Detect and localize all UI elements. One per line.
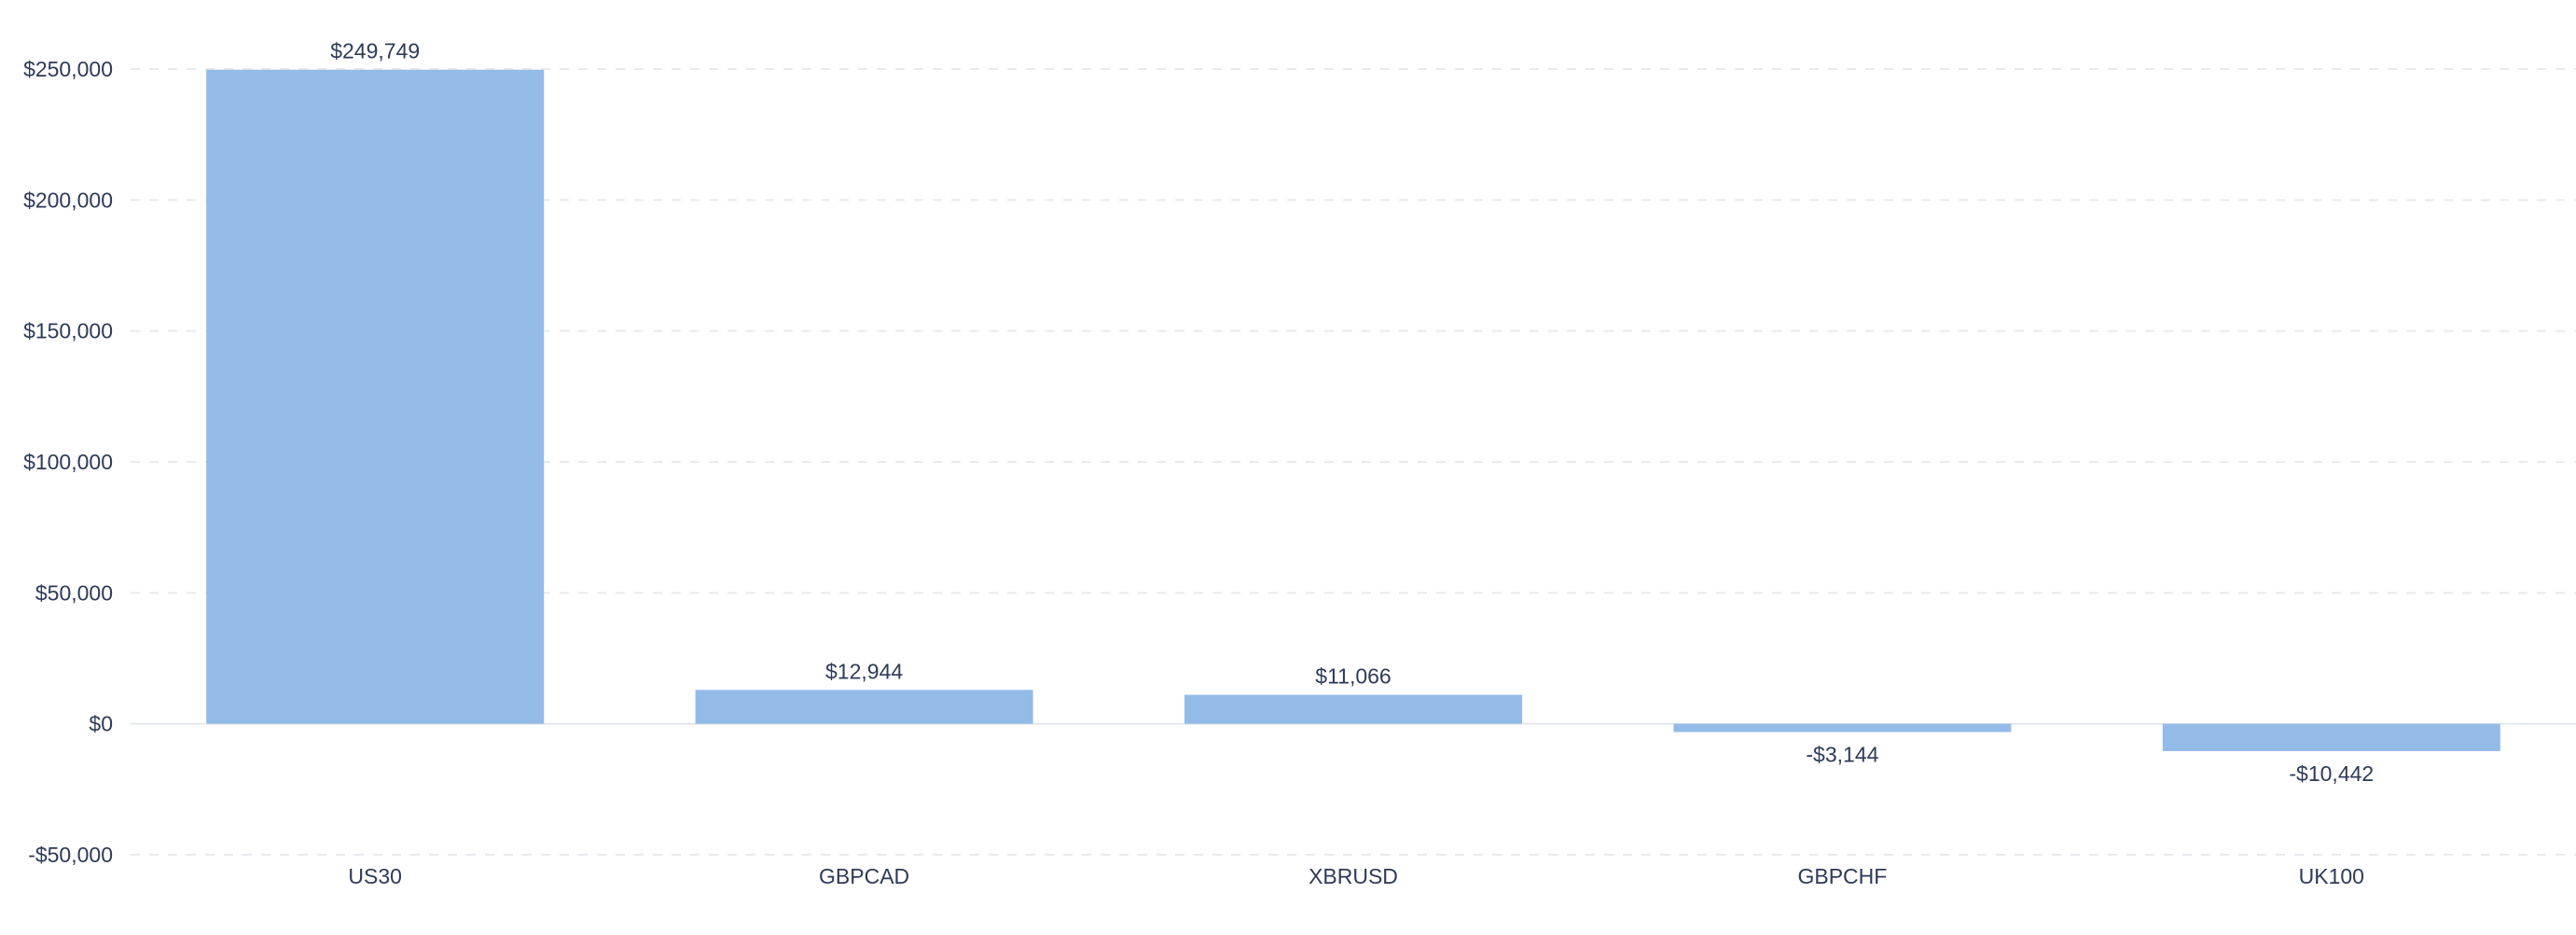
bar-layer [206, 69, 2500, 751]
bar-gbpcad[interactable] [695, 690, 1033, 724]
bar-gbpchf[interactable] [1673, 723, 2012, 733]
bar-uk100[interactable] [2162, 723, 2500, 751]
x-tick-label: GBPCAD [819, 864, 909, 888]
data-label: $11,066 [1315, 664, 1391, 689]
y-axis: -$50,000 $0 $50,000 $100,000 $150,000 $200,00… [23, 57, 113, 867]
y-tick-label: $100,000 [23, 450, 113, 474]
data-label: $12,944 [825, 659, 903, 683]
data-label: -$3,144 [1806, 742, 1878, 766]
data-label: $249,749 [330, 39, 420, 63]
bar-us30[interactable] [206, 69, 545, 724]
x-tick-label: XBRUSD [1309, 864, 1398, 888]
y-tick-label: -$50,000 [28, 843, 113, 867]
bar-xbrusd[interactable] [1184, 694, 1522, 724]
y-tick-label: $150,000 [23, 319, 113, 343]
data-labels: $249,749 $12,944 $11,066 -$3,144 -$10,442 [330, 39, 2374, 786]
data-label: -$10,442 [2289, 761, 2374, 786]
y-tick-label: $0 [89, 712, 113, 736]
x-tick-label: UK100 [2299, 864, 2364, 888]
y-tick-label: $250,000 [23, 57, 113, 81]
x-tick-label: US30 [348, 864, 402, 888]
y-tick-label: $50,000 [35, 580, 113, 605]
x-axis: US30 GBPCAD XBRUSD GBPCHF UK100 [348, 864, 2364, 888]
x-tick-label: GBPCHF [1797, 864, 1887, 888]
y-tick-label: $200,000 [23, 188, 113, 212]
